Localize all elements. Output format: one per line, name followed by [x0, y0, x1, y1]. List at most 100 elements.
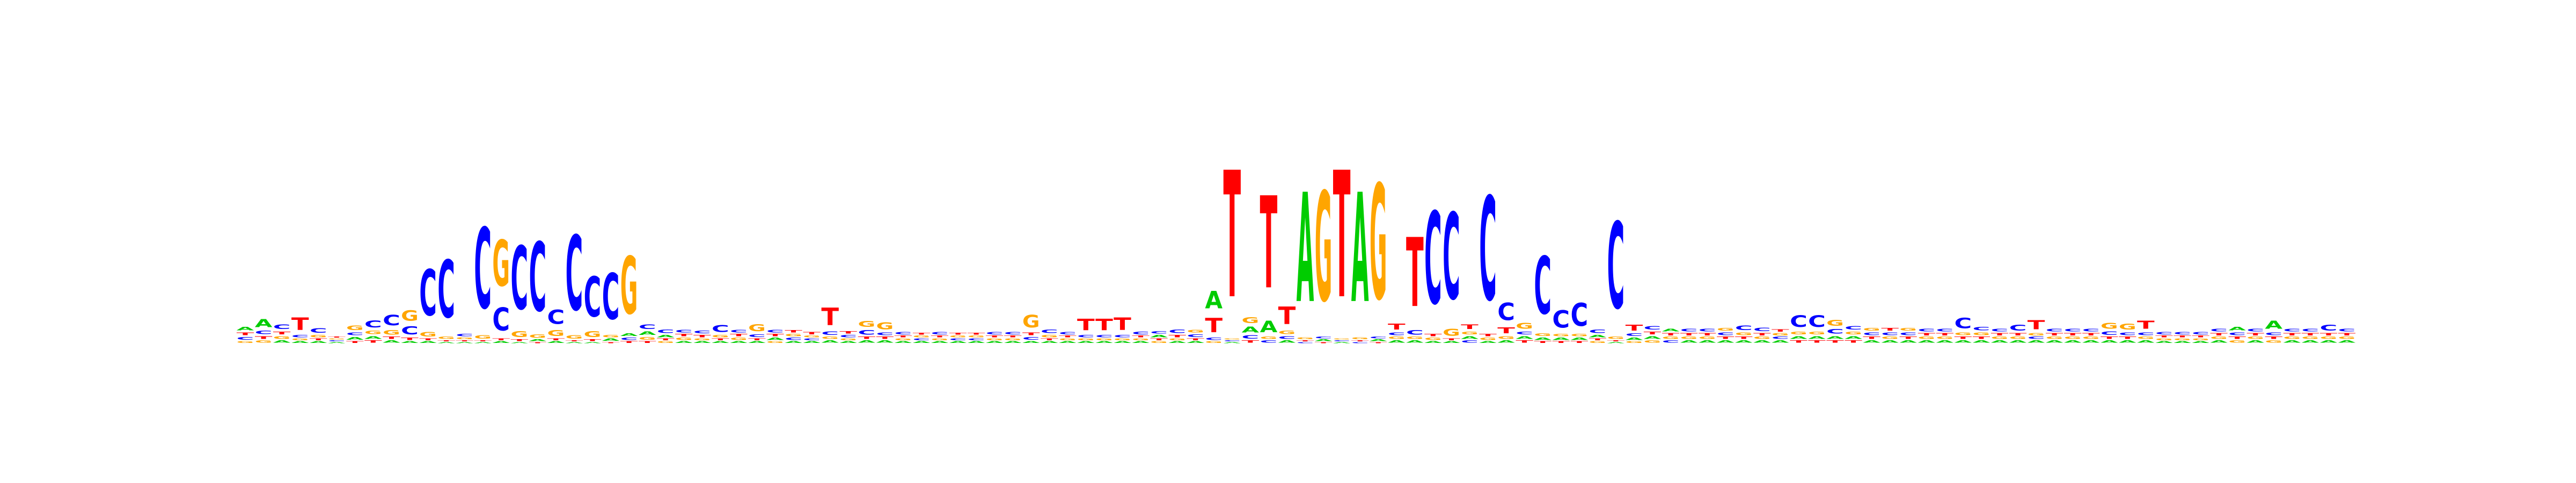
logo-letter-C-pos-90: C — [1863, 332, 1880, 336]
logo-letter-T-pos-55: T — [1223, 135, 1241, 338]
logo-letter-G-pos-100: G — [2046, 336, 2063, 340]
logo-letter-T-pos-101: T — [2064, 332, 2082, 336]
logo-letter-A-pos-111: A — [2246, 340, 2265, 343]
logo-letter-C-pos-11: C — [419, 257, 437, 331]
logo-letter-G-pos-47: G — [1077, 338, 1095, 341]
logo-letter-G-pos-39: G — [931, 338, 949, 341]
logo-letter-A-pos-78: A — [1644, 335, 1662, 340]
logo-letter-T-pos-97: T — [1991, 332, 2009, 336]
logo-letter-C-pos-33: C — [821, 331, 839, 336]
logo-letter-C-pos-44: C — [1022, 336, 1040, 341]
logo-letter-G-pos-35: G — [858, 320, 875, 329]
logo-letter-G-pos-74: G — [1570, 333, 1588, 337]
logo-letter-A-pos-102: A — [2082, 340, 2101, 343]
logo-letter-C-pos-63: C — [1370, 336, 1387, 339]
logo-letter-T-pos-32: T — [803, 332, 821, 335]
logo-letter-A-pos-5: A — [310, 341, 328, 343]
logo-letter-T-pos-12: T — [437, 340, 455, 341]
logo-letter-C-pos-111: C — [2246, 328, 2264, 333]
logo-letter-C-pos-10: C — [401, 325, 419, 338]
logo-letter-G-pos-19: G — [566, 334, 583, 340]
logo-letter-C-pos-85: C — [1772, 336, 1789, 340]
logo-letter-T-pos-88: T — [1826, 340, 1845, 343]
logo-letter-C-pos-1: C — [237, 336, 254, 341]
logo-letter-G-pos-16: G — [510, 330, 528, 339]
logo-letter-A-pos-27: A — [712, 341, 730, 343]
logo-letter-G-pos-10: G — [401, 308, 419, 324]
logo-letter-A-pos-74: A — [1570, 337, 1589, 341]
logo-letter-C-pos-42: C — [986, 332, 1004, 335]
logo-letter-C-pos-40: C — [949, 338, 967, 341]
logo-letter-A-pos-16: A — [510, 342, 529, 343]
logo-letter-A-pos-71: A — [1516, 335, 1533, 340]
logo-letter-T-pos-20: T — [584, 339, 602, 341]
logo-letter-A-pos-70: A — [1497, 340, 1516, 343]
logo-letter-C-pos-103: C — [2101, 331, 2118, 336]
logo-letter-G-pos-26: G — [693, 338, 711, 341]
logo-letter-G-pos-22: G — [620, 241, 638, 333]
logo-letter-G-pos-33: G — [821, 336, 839, 340]
logo-letter-G-pos-2: G — [255, 340, 273, 343]
logo-letter-A-pos-64: A — [1388, 340, 1406, 343]
logo-letter-C-pos-49: C — [1114, 334, 1131, 338]
logo-letter-C-pos-75: C — [1589, 328, 1607, 334]
logo-letter-G-pos-11: G — [419, 331, 437, 338]
logo-letter-A-pos-35: A — [858, 340, 876, 343]
logo-letter-G-pos-30: G — [766, 341, 784, 343]
logo-letter-A-pos-25: A — [675, 341, 693, 343]
logo-letter-A-pos-63: A — [1370, 339, 1388, 342]
logo-letter-G-pos-66: G — [1424, 337, 1442, 341]
logo-letter-C-pos-16: C — [510, 228, 528, 329]
logo-letter-C-pos-4: C — [291, 334, 309, 338]
logo-letter-C-pos-54: C — [1205, 337, 1223, 341]
logo-letter-T-pos-79: T — [1662, 332, 1680, 336]
logo-letter-G-pos-101: G — [2064, 336, 2082, 340]
logo-letter-A-pos-1: A — [237, 326, 254, 332]
logo-letter-G-pos-84: G — [1753, 336, 1771, 340]
logo-letter-A-pos-91: A — [1881, 340, 1899, 343]
logo-letter-C-pos-43: C — [1004, 332, 1022, 335]
logo-letter-T-pos-89: T — [1845, 340, 1863, 343]
logo-letter-A-pos-46: A — [1059, 341, 1077, 343]
logo-letter-T-pos-4: T — [291, 314, 309, 334]
logo-letter-A-pos-28: A — [730, 341, 748, 343]
logo-letter-A-pos-73: A — [1552, 337, 1570, 341]
logo-letter-T-pos-77: T — [1626, 324, 1643, 333]
logo-letter-C-pos-77: C — [1626, 332, 1643, 337]
logo-letter-C-pos-31: C — [785, 337, 802, 341]
logo-letter-T-pos-115: T — [2320, 332, 2338, 336]
logo-letter-T-pos-11: T — [419, 338, 437, 341]
logo-letter-G-pos-105: G — [2137, 336, 2155, 340]
logo-letter-C-pos-79: C — [1662, 340, 1680, 343]
logo-letter-C-pos-13: C — [456, 333, 473, 337]
logo-letter-G-pos-103: G — [2101, 321, 2118, 331]
logo-letter-G-pos-89: G — [1845, 331, 1862, 335]
logo-letter-T-pos-10: T — [401, 337, 419, 341]
logo-letter-T-pos-31: T — [785, 330, 803, 333]
logo-letter-T-pos-14: T — [474, 340, 492, 341]
logo-letter-A-pos-84: A — [1753, 340, 1772, 343]
logo-letter-A-pos-96: A — [1973, 340, 1991, 343]
logo-letter-G-pos-57: G — [1260, 336, 1278, 340]
logo-letter-C-pos-73: C — [1552, 306, 1570, 334]
logo-letter-T-pos-110: T — [2228, 336, 2246, 340]
logo-letter-C-pos-59: C — [1297, 342, 1314, 343]
logo-letter-G-pos-81: G — [1699, 336, 1716, 340]
logo-letter-G-pos-75: G — [1589, 341, 1607, 343]
logo-letter-C-pos-8: C — [364, 319, 382, 330]
logo-letter-C-pos-89: C — [1845, 325, 1862, 331]
logo-letter-A-pos-52: A — [1168, 341, 1187, 343]
logo-letter-A-pos-68: A — [1461, 335, 1479, 340]
logo-letter-A-pos-75: A — [1589, 334, 1607, 338]
logo-letter-G-pos-78: G — [1644, 340, 1662, 343]
logo-letter-A-pos-85: A — [1772, 340, 1790, 343]
logo-letter-A-pos-106: A — [2155, 341, 2174, 343]
logo-letter-C-pos-62: C — [1351, 342, 1369, 343]
logo-letter-T-pos-7: T — [346, 341, 364, 343]
logo-letter-A-pos-58: A — [1278, 340, 1297, 343]
logo-letter-G-pos-87: G — [1808, 331, 1826, 335]
logo-letter-A-pos-113: A — [2283, 340, 2301, 343]
logo-letter-G-pos-4: G — [291, 338, 309, 341]
logo-letter-G-pos-48: G — [1095, 338, 1113, 341]
logo-letter-C-pos-102: C — [2082, 328, 2100, 333]
